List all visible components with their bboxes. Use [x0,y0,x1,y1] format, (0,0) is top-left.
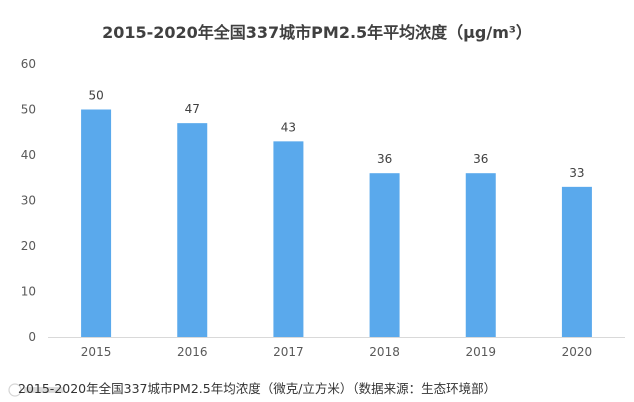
y-tick-label: 30 [21,194,36,208]
chart-title: 2015-2020年全国337城市PM2.5年平均浓度（μg/m³） [102,23,532,42]
bar-2017 [273,141,304,337]
x-tick-label: 2017 [273,345,304,359]
data-label-2019: 36 [473,152,488,166]
y-tick-label: 60 [21,57,36,71]
bar-2019 [465,173,496,337]
bar-2018 [369,173,400,337]
x-tick-label: 2020 [562,345,593,359]
watermark-logo [8,383,64,397]
y-tick-label: 20 [21,239,36,253]
data-label-2017: 43 [281,120,296,134]
bar-2015 [81,109,112,337]
data-label-2015: 50 [88,89,103,103]
bar-2020 [561,186,592,337]
x-tick-label: 2015 [81,345,112,359]
y-axis: 0 10 20 30 40 50 60 [21,57,36,344]
bar-series [81,109,592,338]
bar-2016 [177,123,208,338]
data-labels: 50 47 43 36 36 33 [88,89,584,180]
data-label-2020: 33 [569,166,584,180]
x-axis: 2015 2016 2017 2018 2019 2020 [48,337,625,359]
x-tick-label: 2019 [465,345,496,359]
y-tick-label: 0 [28,330,36,344]
y-tick-label: 40 [21,148,36,162]
x-tick-label: 2016 [177,345,208,359]
data-label-2016: 47 [185,102,200,116]
y-tick-label: 10 [21,285,36,299]
figure-caption: 2015-2020年全国337城市PM2.5年均浓度（微克/立方米）（数据来源：… [18,381,497,396]
data-label-2018: 36 [377,152,392,166]
y-tick-label: 50 [21,103,36,117]
x-tick-label: 2018 [369,345,400,359]
